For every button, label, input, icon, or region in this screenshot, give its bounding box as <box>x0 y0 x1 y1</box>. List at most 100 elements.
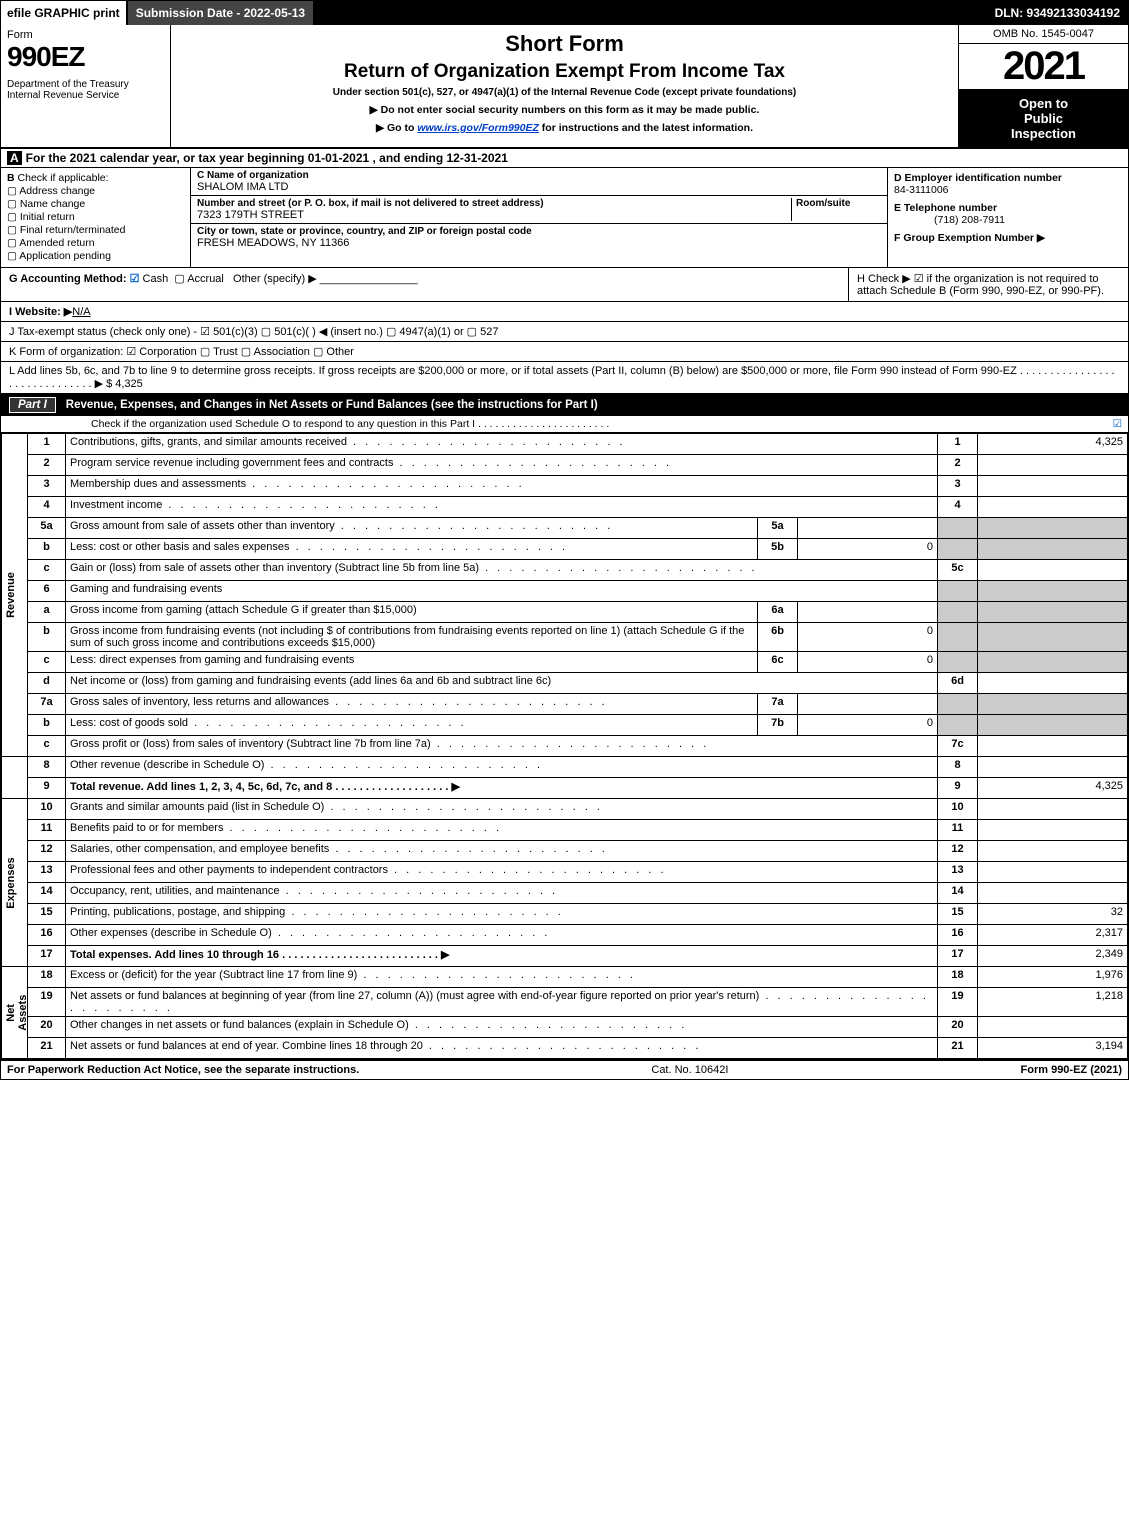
l2-num: 2 <box>28 455 66 476</box>
l5c-num: c <box>28 560 66 581</box>
efile-print: efile GRAPHIC print <box>1 1 128 25</box>
street: 7323 179TH STREET <box>197 209 791 221</box>
line-6a: a Gross income from gaming (attach Sched… <box>2 602 1128 623</box>
l5c-rv <box>978 560 1128 581</box>
b-label: Check if applicable: <box>18 172 109 184</box>
l12-desc: Salaries, other compensation, and employ… <box>70 843 608 855</box>
l14-num: 14 <box>28 883 66 904</box>
chk-initial[interactable]: Initial return <box>7 211 184 223</box>
l17-rn: 17 <box>938 946 978 967</box>
l17-num: 17 <box>28 946 66 967</box>
line-20: 20 Other changes in net assets or fund ba… <box>2 1017 1128 1038</box>
l4-rv <box>978 497 1128 518</box>
line-3: 3 Membership dues and assessments 3 <box>2 476 1128 497</box>
l7a-rn-shade <box>938 694 978 715</box>
l21-num: 21 <box>28 1038 66 1059</box>
l7b-rv-shade <box>978 715 1128 736</box>
city-label: City or town, state or province, country… <box>197 226 881 237</box>
line-6b: b Gross income from fundraising events (… <box>2 623 1128 652</box>
l16-num: 16 <box>28 925 66 946</box>
footer-left: For Paperwork Reduction Act Notice, see … <box>7 1064 359 1076</box>
c-name-label: C Name of organization <box>197 170 881 181</box>
chk-final[interactable]: Final return/terminated <box>7 224 184 236</box>
goto-pre: ▶ Go to <box>376 122 417 134</box>
l15-num: 15 <box>28 904 66 925</box>
g-other: Other (specify) ▶ <box>233 273 317 285</box>
l2-rv <box>978 455 1128 476</box>
l19-rv: 1,218 <box>978 988 1128 1017</box>
l19-rn: 19 <box>938 988 978 1017</box>
group-label: F Group Exemption Number ▶ <box>894 232 1045 244</box>
l5a-num: 5a <box>28 518 66 539</box>
netassets-vlabel: Net Assets <box>5 990 29 1036</box>
line-6c: c Less: direct expenses from gaming and … <box>2 652 1128 673</box>
l6-rn-shade <box>938 581 978 602</box>
under-section: Under section 501(c), 527, or 4947(a)(1)… <box>181 87 948 98</box>
tel-label: E Telephone number <box>894 202 997 214</box>
line-l: L Add lines 5b, 6c, and 7b to line 9 to … <box>1 362 1128 394</box>
l8-rv <box>978 757 1128 778</box>
l9-rn: 9 <box>938 778 978 799</box>
header-right: OMB No. 1545-0047 2021 Open to Public In… <box>958 25 1128 147</box>
line-14: 14Occupancy, rent, utilities, and mainte… <box>2 883 1128 904</box>
line-a: AFor the 2021 calendar year, or tax year… <box>1 149 1128 168</box>
ein: 84-3111006 <box>894 184 949 196</box>
part-1-sub-text: Check if the organization used Schedule … <box>91 418 609 430</box>
chk-pending[interactable]: Application pending <box>7 250 184 262</box>
l16-rn: 16 <box>938 925 978 946</box>
l6c-sv: 0 <box>798 652 938 673</box>
l3-rn: 3 <box>938 476 978 497</box>
l6b-rv-shade <box>978 623 1128 652</box>
line-15: 15Printing, publications, postage, and s… <box>2 904 1128 925</box>
col-b: B Check if applicable: Address change Na… <box>1 168 191 267</box>
l15-rv: 32 <box>978 904 1128 925</box>
g-accounting: G Accounting Method: ☑ Cash ▢ Accrual Ot… <box>1 268 848 301</box>
l18-rv: 1,976 <box>978 967 1128 988</box>
l7b-rn-shade <box>938 715 978 736</box>
g-accrual: Accrual <box>187 273 224 285</box>
l11-desc: Benefits paid to or for members <box>70 822 502 834</box>
line-5a: 5a Gross amount from sale of assets othe… <box>2 518 1128 539</box>
telephone: (718) 208-7911 <box>894 214 1005 226</box>
l21-rn: 21 <box>938 1038 978 1059</box>
l6a-desc: Gross income from gaming (attach Schedul… <box>66 602 758 623</box>
form-header: Form 990EZ Department of the Treasury In… <box>1 25 1128 149</box>
l20-num: 20 <box>28 1017 66 1038</box>
header-mid: Short Form Return of Organization Exempt… <box>171 25 958 147</box>
l7a-rv-shade <box>978 694 1128 715</box>
l7b-desc: Less: cost of goods sold <box>70 717 467 729</box>
line-6: 6 Gaming and fundraising events <box>2 581 1128 602</box>
chk-name[interactable]: Name change <box>7 198 184 210</box>
l6d-desc: Net income or (loss) from gaming and fun… <box>66 673 938 694</box>
revenue-vlabel: Revenue <box>5 572 17 618</box>
l18-rn: 18 <box>938 967 978 988</box>
chk-address[interactable]: Address change <box>7 185 184 197</box>
footer-mid: Cat. No. 10642I <box>359 1064 1020 1076</box>
ein-label: D Employer identification number <box>894 172 1062 184</box>
l5c-rn: 5c <box>938 560 978 581</box>
goto-line: ▶ Go to www.irs.gov/Form990EZ for instru… <box>181 122 948 134</box>
chk-amended[interactable]: Amended return <box>7 237 184 249</box>
l16-rv: 2,317 <box>978 925 1128 946</box>
l17-desc: Total expenses. Add lines 10 through 16 … <box>66 946 938 967</box>
line-5b: b Less: cost or other basis and sales ex… <box>2 539 1128 560</box>
l6c-desc: Less: direct expenses from gaming and fu… <box>66 652 758 673</box>
l7c-num: c <box>28 736 66 757</box>
l10-num: 10 <box>28 799 66 820</box>
section-b-to-f: B Check if applicable: Address change Na… <box>1 168 1128 268</box>
l7a-desc: Gross sales of inventory, less returns a… <box>70 696 608 708</box>
l6c-rn-shade <box>938 652 978 673</box>
line-k: K Form of organization: ☑ Corporation ▢ … <box>1 342 1128 362</box>
l14-rn: 14 <box>938 883 978 904</box>
line-11: 11Benefits paid to or for members11 <box>2 820 1128 841</box>
l5b-desc: Less: cost or other basis and sales expe… <box>70 541 568 553</box>
irs-link[interactable]: www.irs.gov/Form990EZ <box>417 122 539 134</box>
l11-num: 11 <box>28 820 66 841</box>
l20-desc: Other changes in net assets or fund bala… <box>70 1019 687 1031</box>
l12-num: 12 <box>28 841 66 862</box>
street-label: Number and street (or P. O. box, if mail… <box>197 198 791 209</box>
street-row: Number and street (or P. O. box, if mail… <box>191 196 887 224</box>
l6a-num: a <box>28 602 66 623</box>
l6-num: 6 <box>28 581 66 602</box>
l6a-rn-shade <box>938 602 978 623</box>
